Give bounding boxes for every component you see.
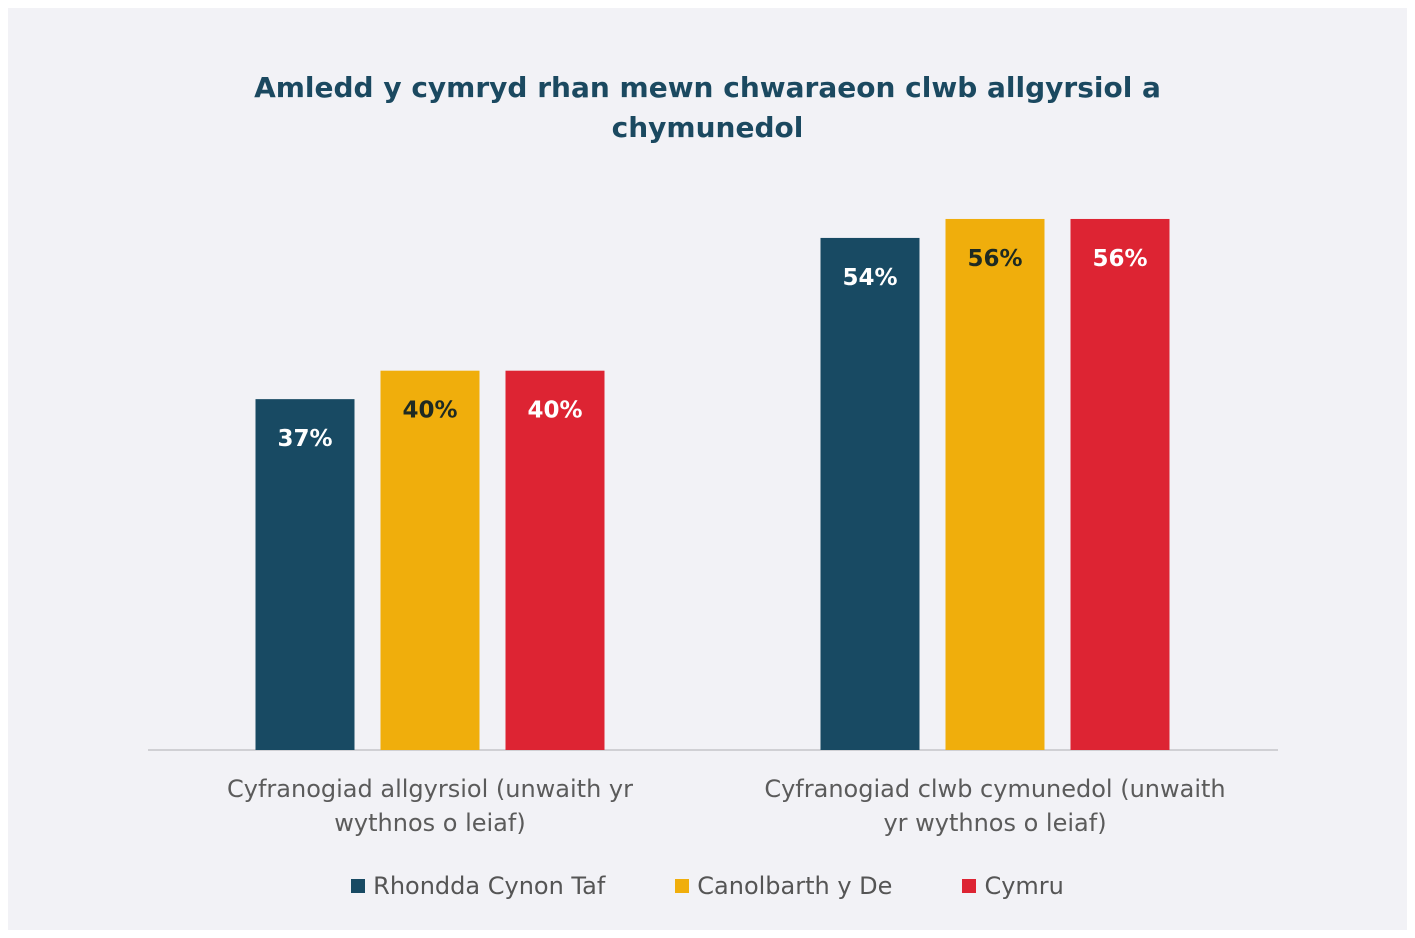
legend: Rhondda Cynon Taf Canolbarth y De Cymru [0,872,1415,900]
legend-swatch-cymru [962,879,977,893]
bar-rhondda-cynon-taf-1 [255,399,355,750]
legend-label-rhondda-cynon-taf: Rhondda Cynon Taf [373,872,606,900]
bar-rhondda-cynon-taf-2 [820,237,920,750]
category-label-2-line-2: yr wythnos o leiaf) [883,809,1106,837]
legend-item-rhondda-cynon-taf: Rhondda Cynon Taf [351,872,605,900]
chart-title: Amledd y cymryd rhan mewn chwaraeon clwb… [0,68,1415,148]
legend-swatch-rhondda-cynon-taf [351,879,366,893]
bar-canolbarth-y-de-1 [380,370,480,750]
bar-cymru-1 [505,370,605,750]
data-label-canolbarth-y-de-2: 56% [967,246,1022,272]
category-label-1-line-2: wythnos o leiaf) [334,809,525,837]
chart-title-line-2: chymunedol [611,111,804,144]
chart-title-line-1: Amledd y cymryd rhan mewn chwaraeon clwb… [254,71,1161,104]
category-label-2-line-1: Cyfranogiad clwb cymunedol (unwaith [764,775,1225,803]
data-label-cymru-2: 56% [1092,246,1147,272]
category-label-1-line-1: Cyfranogiad allgyrsiol (unwaith yr [227,775,633,803]
legend-item-cymru: Cymru [962,872,1064,900]
chart-frame [8,8,1407,930]
legend-item-canolbarth-y-de: Canolbarth y De [675,872,892,900]
value-labels-group: 37% 40% 40% 54% 56% 56% [277,246,1147,452]
legend-label-canolbarth-y-de: Canolbarth y De [697,872,893,900]
bar-canolbarth-y-de-2 [945,218,1045,750]
legend-swatch-canolbarth-y-de [675,879,690,893]
data-label-cymru-1: 40% [527,398,582,424]
bar-cymru-2 [1070,218,1170,750]
data-label-rhondda-cynon-taf-2: 54% [842,265,897,291]
category-labels-group: Cyfranogiad allgyrsiol (unwaith yr wythno… [227,775,1226,837]
legend-label-cymru: Cymru [984,872,1064,900]
data-label-rhondda-cynon-taf-1: 37% [277,426,332,452]
data-label-canolbarth-y-de-1: 40% [402,398,457,424]
bars-group [255,218,1170,750]
